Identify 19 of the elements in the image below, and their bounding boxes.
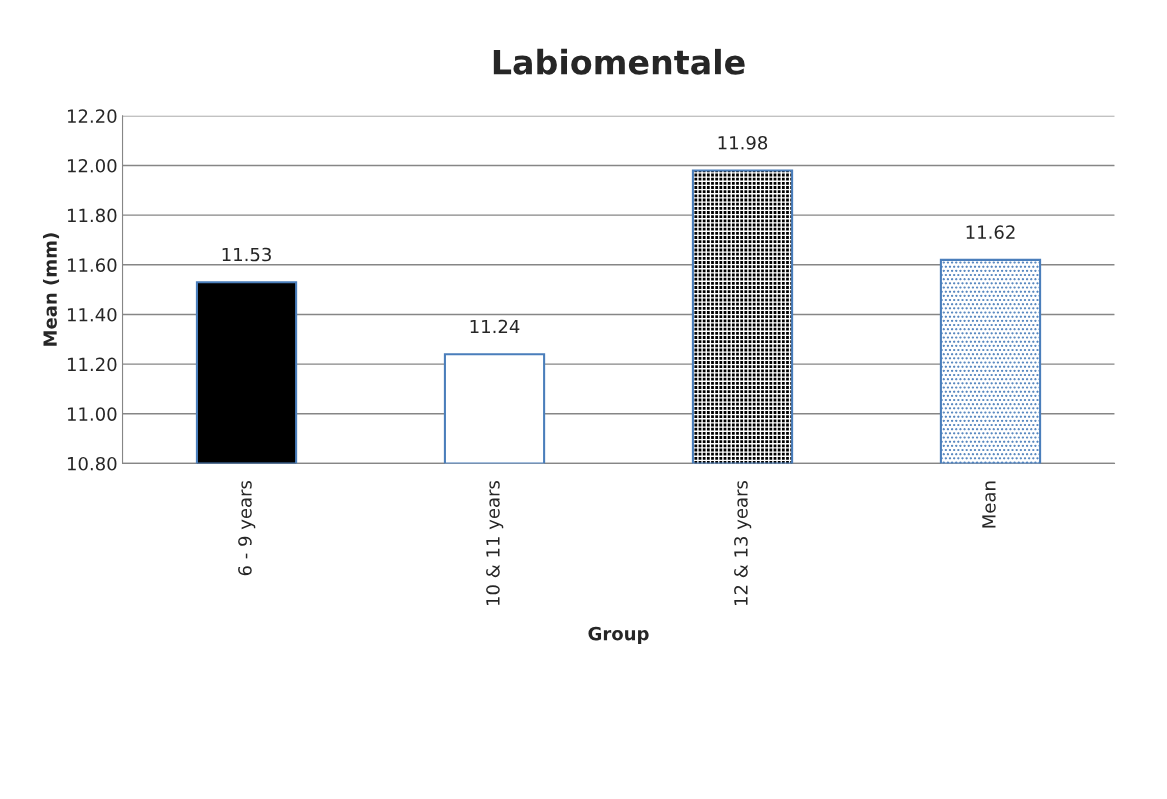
- x-tick-label: 6 - 9 years: [238, 480, 256, 576]
- x-axis-title: Group: [588, 626, 649, 644]
- data-label: 11.62: [966, 225, 1015, 239]
- x-tick-label: 10 & 11 years: [486, 480, 504, 606]
- y-tick-label: 11.00: [67, 407, 117, 421]
- y-tick-label: 10.80: [67, 456, 117, 471]
- chart-title: Labiomentale: [493, 48, 745, 75]
- y-tick-label: 11.20: [67, 357, 117, 372]
- y-tick-label: 12.20: [67, 109, 117, 123]
- data-label: 11.53: [222, 247, 271, 262]
- y-axis-title: Mean (mm): [42, 233, 60, 346]
- y-tick-label: 11.80: [67, 208, 117, 223]
- x-tick-label: Mean: [982, 481, 996, 528]
- y-tick-label: 11.40: [67, 307, 117, 322]
- y-tick-label: 11.60: [67, 258, 117, 272]
- data-label: 11.98: [718, 135, 768, 150]
- data-label: 11.24: [470, 319, 520, 334]
- x-tick-label: 12 & 13 years: [734, 480, 752, 606]
- y-tick-label: 12.00: [67, 158, 117, 173]
